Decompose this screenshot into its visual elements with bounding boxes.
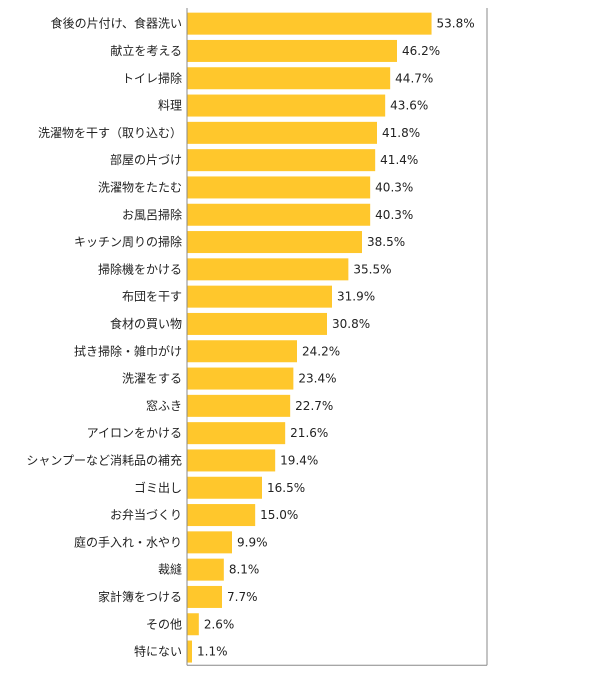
category-label: 掃除機をかける xyxy=(98,261,182,276)
bar xyxy=(187,67,391,90)
value-label: 24.2% xyxy=(302,344,340,358)
value-label: 38.5% xyxy=(367,235,405,249)
value-label: 21.6% xyxy=(290,426,328,440)
category-label: 裁縫 xyxy=(158,562,182,577)
bar xyxy=(187,504,256,527)
category-label: 食材の買い物 xyxy=(110,316,182,331)
bar xyxy=(187,558,224,581)
bar xyxy=(187,422,286,445)
category-label: お弁当づくり xyxy=(110,507,182,522)
bar xyxy=(187,39,397,62)
value-labels-group: 53.8% 46.2% 44.7% 43.6% 41.8% 41.4% 40.3% 40.3%… xyxy=(197,17,475,659)
value-label: 23.4% xyxy=(298,372,336,386)
category-label: 拭き掃除・雑巾がけ xyxy=(74,343,182,358)
bar xyxy=(187,121,377,144)
value-label: 43.6% xyxy=(390,99,428,113)
category-label: 洗濯をする xyxy=(122,372,182,386)
bar xyxy=(187,531,232,554)
value-label: 22.7% xyxy=(295,399,333,413)
bar xyxy=(187,94,386,117)
value-label: 41.8% xyxy=(382,126,420,140)
bar xyxy=(187,613,199,636)
category-label: トイレ掃除 xyxy=(122,70,182,85)
category-label: キッチン周りの掃除 xyxy=(74,234,182,249)
bar xyxy=(187,149,376,172)
bar xyxy=(187,640,192,663)
category-label: シャンプーなど消耗品の補充 xyxy=(26,452,182,467)
bar xyxy=(187,476,262,499)
bar xyxy=(187,231,362,254)
category-label: その他 xyxy=(146,617,182,631)
category-label: 料理 xyxy=(158,99,182,113)
value-label: 1.1% xyxy=(197,645,228,659)
value-label: 31.9% xyxy=(337,290,375,304)
value-label: 7.7% xyxy=(227,590,258,604)
category-label: お風呂掃除 xyxy=(122,207,182,222)
value-label: 8.1% xyxy=(229,563,260,577)
value-label: 40.3% xyxy=(375,180,413,194)
bar xyxy=(187,258,349,281)
bars-group xyxy=(187,12,432,663)
category-label: 特にない xyxy=(134,644,182,659)
category-label: 洗濯物をたたむ xyxy=(98,180,182,194)
value-label: 53.8% xyxy=(437,17,475,31)
value-label: 19.4% xyxy=(280,453,318,467)
category-label: 窓ふき xyxy=(146,398,182,413)
bar xyxy=(187,340,297,363)
value-label: 46.2% xyxy=(402,44,440,58)
value-label: 41.4% xyxy=(380,153,418,167)
bar xyxy=(187,312,327,335)
bar xyxy=(187,203,371,226)
category-label: 布団を干す xyxy=(122,290,182,304)
category-label: 献立を考える xyxy=(110,43,182,58)
category-label: 部屋の片づけ xyxy=(110,152,182,167)
bar xyxy=(187,285,332,308)
category-label: 食後の片付け、食器洗い xyxy=(51,16,182,31)
value-label: 35.5% xyxy=(353,262,391,276)
value-label: 40.3% xyxy=(375,208,413,222)
value-label: 16.5% xyxy=(267,481,305,495)
bar xyxy=(187,367,294,390)
category-label: ゴミ出し xyxy=(134,480,182,495)
category-label: 庭の手入れ・水やり xyxy=(74,534,182,549)
value-label: 9.9% xyxy=(237,535,268,549)
value-label: 2.6% xyxy=(204,617,235,631)
bar xyxy=(187,12,432,35)
bar xyxy=(187,394,291,417)
category-label: 洗濯物を干す（取り込む） xyxy=(38,126,182,140)
category-label: 家計簿をつける xyxy=(98,589,182,604)
bar xyxy=(187,585,222,608)
bar xyxy=(187,449,276,472)
value-label: 30.8% xyxy=(332,317,370,331)
value-label: 44.7% xyxy=(395,71,433,85)
value-label: 15.0% xyxy=(260,508,298,522)
category-label: アイロンをかける xyxy=(87,426,182,440)
bar xyxy=(187,176,371,199)
